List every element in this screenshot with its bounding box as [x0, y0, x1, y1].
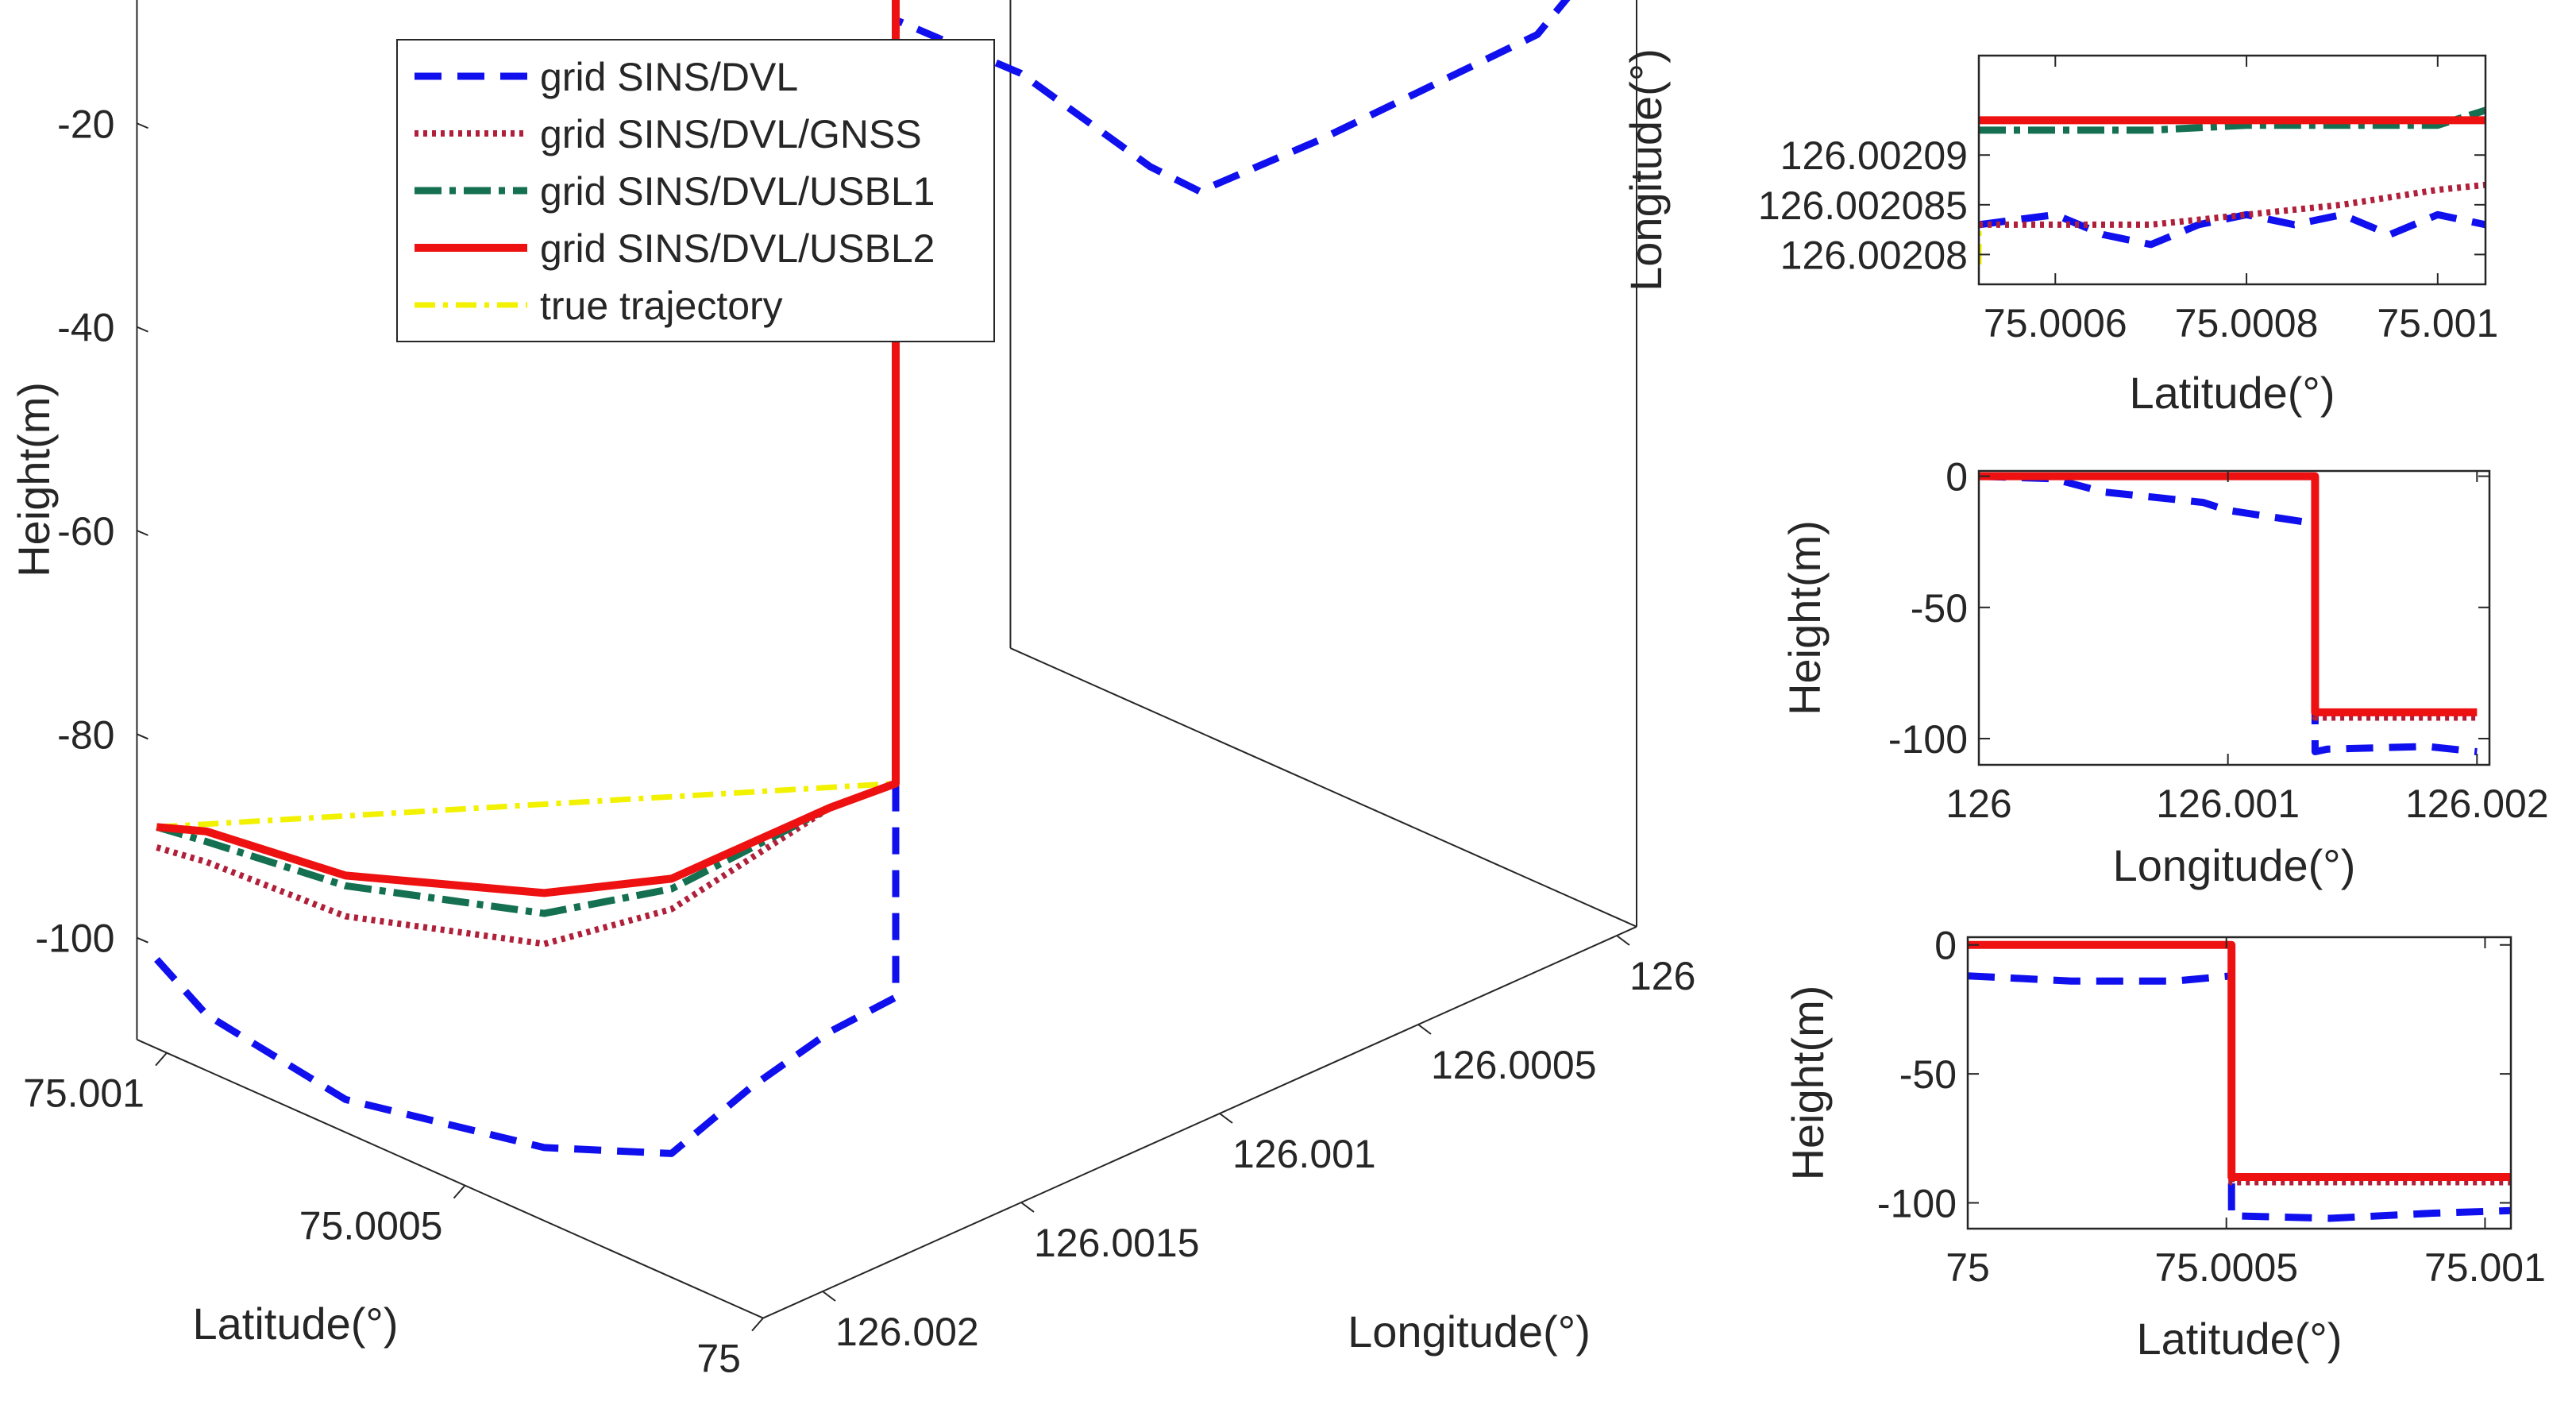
series-grid-sins-dvl-gnss — [156, 0, 899, 948]
series-true-trajectory — [1979, 473, 2478, 716]
legend: grid SINS/DVL grid SINS/DVL/GNSS grid SINS… — [396, 39, 995, 342]
lon-tick-label: 126 — [1629, 954, 1695, 998]
lon-tick-label: 126.001 — [1232, 1132, 1376, 1176]
z-tick-label: -80 — [57, 712, 114, 757]
series-grid-sins-dvl-usbl1 — [1979, 106, 2485, 134]
z-tick-label: -40 — [57, 306, 114, 350]
lon-tick — [1020, 1202, 1035, 1213]
y-tick-label: 126.00209 — [1780, 133, 1968, 178]
series-grid-sins-dvl-gnss — [1968, 941, 2511, 1186]
lat-tick — [453, 1184, 466, 1199]
series-grid-sins-dvl-usbl2 — [1968, 940, 2511, 1181]
y-tick-label: -100 — [1888, 717, 1968, 762]
y-axis-label: Longitude(°) — [1621, 48, 1671, 291]
lon-tick-label: 126.0015 — [1034, 1221, 1200, 1265]
z-tick-label: -60 — [57, 509, 114, 554]
legend-label-grid-sins-dvl-usbl1: grid SINS/DVL/USBL1 — [540, 169, 935, 214]
series-grid-sins-dvl — [1968, 972, 2511, 1222]
z-axis-label: Height(m) — [9, 382, 59, 577]
x-tick-label: 126.001 — [2156, 782, 2300, 826]
legend-label-true-trajectory: true trajectory — [540, 284, 783, 328]
x-axis-label: Latitude(°) — [2137, 1314, 2343, 1364]
legend-box — [396, 39, 995, 342]
y-tick-label: 0 — [1945, 455, 1968, 500]
legend-label-grid-sins-dvl-usbl2: grid SINS/DVL/USBL2 — [540, 226, 935, 271]
series-grid-sins-dvl — [1979, 210, 2485, 249]
z-tick — [137, 530, 148, 536]
series-grid-sins-dvl — [1979, 473, 2478, 755]
lat-tick-label: 75 — [696, 1337, 741, 1381]
series-grid-sins-dvl-gnss — [1979, 473, 2478, 721]
y-tick-label: -50 — [1911, 586, 1968, 631]
x-tick-label: 75.0008 — [2175, 301, 2319, 345]
x-tick-label: 75.001 — [2424, 1245, 2546, 1290]
lat-tick — [751, 1317, 764, 1332]
lon-tick — [822, 1291, 836, 1302]
axes-box — [1977, 469, 2491, 766]
x-tick-label: 75.001 — [2377, 301, 2498, 345]
axes-box — [1977, 54, 2487, 286]
z-tick — [137, 326, 148, 333]
series-true-trajectory — [1968, 942, 2511, 1180]
lon-tick — [1417, 1024, 1432, 1035]
y-tick-label: 0 — [1934, 924, 1957, 968]
series-grid-sins-dvl-usbl1 — [1968, 941, 2511, 1181]
z-tick — [137, 936, 148, 944]
floor-edge-lat — [137, 1038, 764, 1319]
z-tick-label: -100 — [35, 917, 114, 961]
lat-axis-label: Latitude(°) — [193, 1299, 399, 1349]
y-tick-label: 126.00208 — [1780, 233, 1968, 277]
main-3d-plot: 0-20-40-60-80-100Height(m)7575.000575.00… — [9, 0, 1695, 1381]
top-right-plot: 75.0006 75.0008 75.001 126.00208 126.002085 1… — [1621, 48, 2498, 418]
series-group — [1979, 472, 2478, 755]
lat-tick — [155, 1052, 168, 1067]
bottom-right-plot: 75 75.0005 75.001 0 -50 -100 Latitude(°) Height… — [1783, 924, 2546, 1364]
x-tick-label: 126.002 — [2405, 782, 2549, 826]
series-grid-sins-dvl-usbl2 — [156, 0, 900, 897]
y-axis-label: Height(m) — [1783, 986, 1833, 1181]
series-grid-sins-dvl-usbl1 — [1979, 473, 2478, 716]
x-tick-label: 75.0006 — [1984, 301, 2127, 345]
lon-axis-label: Longitude(°) — [1348, 1306, 1591, 1357]
y-axis-label: Height(m) — [1780, 520, 1830, 716]
y-tick-label: 126.002085 — [1758, 183, 1968, 228]
x-tick-label: 126 — [1945, 782, 2011, 826]
z-tick-label: -20 — [57, 102, 114, 146]
x-tick-label: 75.0005 — [2154, 1245, 2298, 1290]
lon-tick-label: 126.002 — [835, 1310, 979, 1354]
z-tick — [137, 122, 148, 129]
floor-edge-back — [1010, 647, 1637, 928]
floor-edge-lon — [762, 925, 1637, 1319]
axes-box — [1966, 936, 2512, 1230]
y-tick-label: -50 — [1899, 1052, 1957, 1097]
legend-label-grid-sins-dvl-gnss: grid SINS/DVL/GNSS — [540, 112, 922, 156]
x-axis-label: Longitude(°) — [2113, 840, 2356, 890]
lat-tick-label: 75.001 — [23, 1071, 145, 1116]
lon-tick — [1616, 935, 1630, 946]
middle-right-plot: 126 126.001 126.002 0 -50 -100 Longitude(°) Hei… — [1780, 455, 2549, 890]
lon-tick-label: 126.0005 — [1431, 1043, 1597, 1087]
legend-label-grid-sins-dvl: grid SINS/DVL — [540, 55, 798, 99]
y-tick-label: -100 — [1877, 1182, 1957, 1226]
series-grid-sins-dvl — [154, 0, 1571, 1157]
z-tick — [137, 733, 148, 740]
series-group — [1979, 106, 2485, 264]
series-grid-sins-dvl-gnss — [1979, 181, 2485, 228]
lon-tick — [1219, 1113, 1233, 1124]
lat-tick-label: 75.0005 — [299, 1204, 443, 1249]
x-tick-label: 75 — [1945, 1245, 1990, 1290]
x-axis-label: Latitude(°) — [2130, 368, 2335, 418]
series-grid-sins-dvl-usbl2 — [1979, 472, 2478, 716]
series-group — [1968, 940, 2511, 1222]
